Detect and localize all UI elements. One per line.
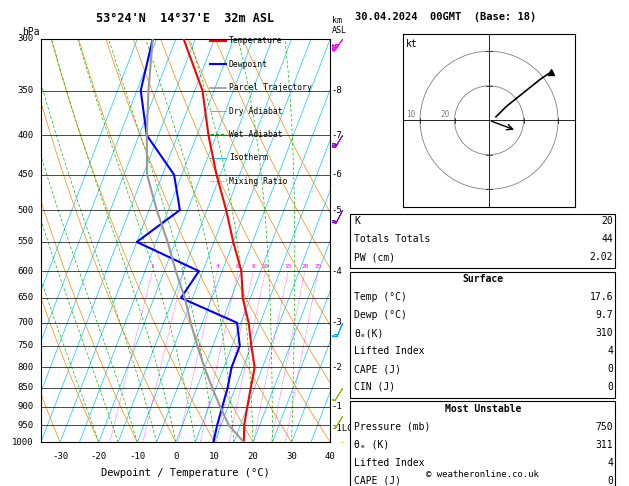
Text: -1: -1 [331,402,342,412]
Text: 8: 8 [252,264,255,269]
Text: 350: 350 [18,86,34,95]
Text: 25: 25 [314,264,322,269]
Text: 800: 800 [18,363,34,372]
Text: kt: kt [406,39,418,49]
Text: 40: 40 [325,452,336,461]
Text: © weatheronline.co.uk: © weatheronline.co.uk [426,469,539,479]
Text: 20: 20 [441,109,450,119]
Text: 311: 311 [596,440,613,450]
Text: PW (cm): PW (cm) [354,252,395,262]
Text: 30: 30 [286,452,297,461]
Text: -5: -5 [331,206,342,214]
Text: km
ASL: km ASL [331,16,347,35]
Text: 550: 550 [18,238,34,246]
Text: 4: 4 [608,458,613,468]
Text: CIN (J): CIN (J) [354,382,395,392]
Text: 1: 1 [150,264,154,269]
Text: 20: 20 [301,264,309,269]
Text: -3: -3 [331,318,342,327]
Text: 6: 6 [236,264,240,269]
Text: 4: 4 [608,346,613,356]
Text: 2: 2 [182,264,186,269]
Text: 600: 600 [18,267,34,276]
Text: 4: 4 [215,264,219,269]
Text: CAPE (J): CAPE (J) [354,476,401,486]
Text: 850: 850 [18,383,34,392]
Text: 10: 10 [262,264,269,269]
Text: Temp (°C): Temp (°C) [354,292,407,302]
Text: -10: -10 [130,452,145,461]
Text: 1000: 1000 [12,438,34,447]
Text: CAPE (J): CAPE (J) [354,364,401,374]
Text: Dewp (°C): Dewp (°C) [354,310,407,320]
Text: 53°24'N  14°37'E  32m ASL: 53°24'N 14°37'E 32m ASL [96,12,275,25]
Text: 500: 500 [18,206,34,214]
Text: 0: 0 [608,364,613,374]
Text: -6: -6 [331,170,342,179]
Text: 700: 700 [18,318,34,327]
Text: Mixing Ratio: Mixing Ratio [229,177,287,186]
Text: 450: 450 [18,170,34,179]
Text: Most Unstable: Most Unstable [445,404,521,414]
Text: 10: 10 [406,109,416,119]
Text: 0: 0 [608,476,613,486]
Text: 20: 20 [601,216,613,226]
Text: -20: -20 [91,452,107,461]
Text: Dewpoint / Temperature (°C): Dewpoint / Temperature (°C) [101,469,270,479]
Text: 2.02: 2.02 [590,252,613,262]
Text: 750: 750 [596,422,613,432]
Text: θₑ (K): θₑ (K) [354,440,389,450]
Text: Temperature: Temperature [229,36,282,45]
Text: 0: 0 [608,382,613,392]
Text: K: K [354,216,360,226]
Text: Isotherm: Isotherm [229,154,268,162]
Text: -1LCL: -1LCL [331,424,359,433]
Text: 900: 900 [18,402,34,412]
Text: 30.04.2024  00GMT  (Base: 18): 30.04.2024 00GMT (Base: 18) [355,12,537,22]
Text: Dewpoint: Dewpoint [229,60,268,69]
Text: 20: 20 [248,452,259,461]
Text: 10: 10 [209,452,220,461]
Text: 650: 650 [18,294,34,302]
Text: Totals Totals: Totals Totals [354,234,430,244]
Text: -30: -30 [52,452,68,461]
Text: 300: 300 [18,35,34,43]
Text: Wet Adiabat: Wet Adiabat [229,130,282,139]
Text: 950: 950 [18,420,34,430]
Text: Pressure (mb): Pressure (mb) [354,422,430,432]
Text: Parcel Trajectory: Parcel Trajectory [229,83,312,92]
Text: 750: 750 [18,341,34,350]
Text: 17.6: 17.6 [590,292,613,302]
Text: 310: 310 [596,328,613,338]
Text: Lifted Index: Lifted Index [354,458,425,468]
Text: Lifted Index: Lifted Index [354,346,425,356]
Text: -8: -8 [331,86,342,95]
Text: 44: 44 [601,234,613,244]
Text: hPa: hPa [22,27,40,37]
Text: -2: -2 [331,363,342,372]
Text: 15: 15 [284,264,292,269]
Text: Dry Adiabat: Dry Adiabat [229,106,282,116]
Text: θₑ(K): θₑ(K) [354,328,384,338]
Text: 9.7: 9.7 [596,310,613,320]
Text: 0: 0 [173,452,179,461]
Text: -7: -7 [331,131,342,140]
Text: Surface: Surface [462,274,503,284]
Text: -4: -4 [331,267,342,276]
Text: 400: 400 [18,131,34,140]
